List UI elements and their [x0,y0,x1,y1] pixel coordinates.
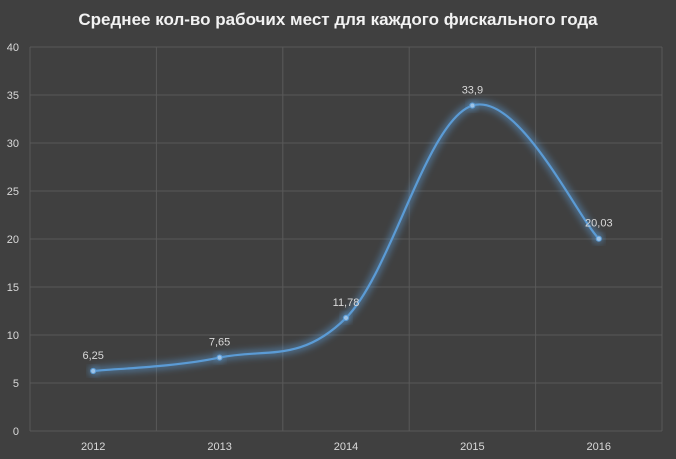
data-point [216,354,223,361]
series-glow [92,100,602,375]
y-tick-label: 15 [7,282,19,294]
x-axis-ticks: 2012 2013 2014 2015 2016 [81,441,611,453]
series-layer [88,100,604,376]
x-tick-label: 2013 [207,441,231,453]
x-tick-label: 2016 [587,441,611,453]
data-point [90,367,97,375]
chart-title: Среднее кол-во рабочих мест для каждого … [78,10,598,29]
data-labels: 6,25 7,65 11,78 33,9 20,03 [82,85,612,362]
data-label: 33,9 [462,85,483,97]
y-axis-ticks: 0 5 10 15 20 25 30 35 40 [7,42,19,438]
data-label: 6,25 [82,350,103,362]
y-tick-label: 5 [13,378,19,390]
data-label: 7,65 [209,337,230,349]
y-tick-label: 0 [13,426,19,438]
data-point [595,235,602,242]
data-point [342,314,350,322]
y-tick-label: 25 [7,186,19,198]
grid-layer [29,46,663,432]
y-tick-label: 30 [7,138,19,150]
x-tick-label: 2015 [460,441,484,453]
x-tick-label: 2012 [81,441,105,453]
y-tick-label: 10 [7,330,19,342]
data-label: 11,78 [333,297,360,309]
data-point [469,102,476,109]
y-tick-label: 35 [7,90,19,102]
y-tick-label: 20 [7,234,19,246]
x-tick-label: 2014 [334,441,358,453]
series-line [93,103,600,373]
y-tick-label: 40 [7,42,19,54]
data-label: 20,03 [585,218,613,230]
